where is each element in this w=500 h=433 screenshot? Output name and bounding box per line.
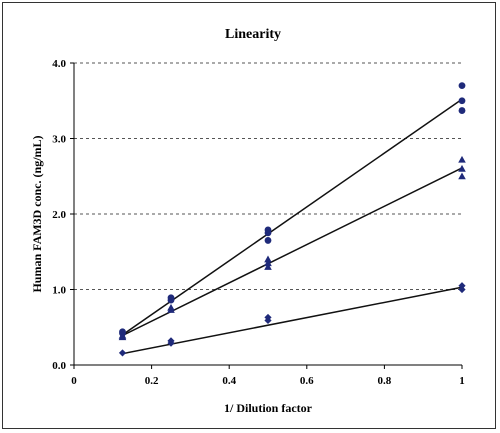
point-triangle-1-1 [118,333,127,341]
point-circle-0-5 [264,229,272,237]
axes [70,62,463,369]
point-circle-0-7 [458,82,466,90]
fit-line-1 [122,167,463,337]
point-circle-0-3 [167,296,175,304]
y-tick-label-2: 2.0 [52,209,66,221]
y-tick-label-1: 1.0 [52,285,66,297]
y-tick-label-4: 4.0 [52,58,66,70]
fit-lines [122,98,463,355]
point-triangle-1-3 [167,306,175,313]
point-circle-0-6 [264,237,272,244]
x-tick-label-4: 0.8 [378,375,392,387]
chart-title: Linearity [225,27,281,42]
x-tick-label-3: 0.6 [300,375,314,387]
point-diamond-2-4 [264,316,272,325]
fit-line-0 [122,98,463,336]
x-tick-label-1: 0.2 [145,375,159,387]
point-circle-0-9 [458,107,466,114]
point-triangle-1-5 [264,259,272,267]
fit-line-2 [122,286,463,355]
point-triangle-1-7 [458,155,466,163]
point-diamond-2-0 [118,349,127,357]
point-diamond-2-5 [458,282,466,290]
point-triangle-1-6 [264,263,272,270]
x-tick-label-2: 0.4 [222,375,236,387]
point-diamond-2-6 [458,285,466,294]
chart-frame [2,2,496,429]
y-tick-label-3: 3.0 [52,134,66,146]
point-triangle-1-9 [458,172,466,180]
x-tick-label-5: 1 [459,375,465,387]
tick-labels: 0.0 1.0 2.0 3.0 4.0 0 0.2 0.4 0.6 0.8 1 [52,58,465,387]
x-tick-label-0: 0 [71,375,77,387]
gridlines [74,62,462,290]
point-diamond-2-2 [167,339,175,347]
x-axis-label: 1/ Dilution factor [224,401,313,415]
point-triangle-1-4 [264,255,272,263]
y-tick-label-0: 0.0 [52,360,66,372]
y-axis-label: Human FAM3D conc. (ng/mL) [30,135,44,292]
point-circle-0-8 [458,97,466,105]
point-triangle-1-8 [458,164,466,172]
data-points [118,82,466,357]
